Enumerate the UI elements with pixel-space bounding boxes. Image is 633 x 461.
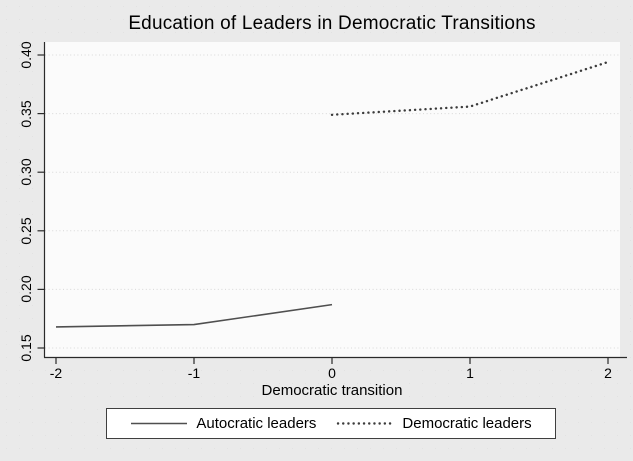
y-tick-label-0.30: 0.30 xyxy=(18,158,34,186)
x-tick-label-0: 0 xyxy=(328,365,336,381)
series-line-democratic-leaders xyxy=(330,60,610,116)
x-axis-title: Democratic transition xyxy=(261,382,403,399)
legend-item-autocratic-leaders: Autocratic leaders xyxy=(130,415,316,432)
legend-item-democratic-leaders: Democratic leaders xyxy=(336,415,532,432)
y-tick-label-0.35: 0.35 xyxy=(18,99,34,128)
legend-solid-line-sample xyxy=(131,422,188,425)
legend-label-autocratic: Autocratic leaders xyxy=(196,415,317,432)
x-tick-label-1: 1 xyxy=(466,365,474,381)
plot-region-background xyxy=(44,42,620,358)
series-line-autocratic-leaders xyxy=(55,303,333,328)
x-tick-label--1: -1 xyxy=(187,365,201,381)
x-tick-label-2: 2 xyxy=(604,365,612,381)
legend-dotted-line-sample xyxy=(337,422,395,425)
legend: Autocratic leaders Democratic leaders xyxy=(106,408,556,439)
legend-label-democratic: Democratic leaders xyxy=(402,415,532,432)
y-tick-label-0.15: 0.15 xyxy=(18,334,34,362)
y-tick-label-0.25: 0.25 xyxy=(18,217,34,245)
x-tick-label--2: -2 xyxy=(49,365,63,381)
y-tick-label-0.20: 0.20 xyxy=(18,275,34,304)
y-tick-label-0.40: 0.40 xyxy=(18,41,34,69)
chart-title: Education of Leaders in Democratic Trans… xyxy=(128,13,536,34)
